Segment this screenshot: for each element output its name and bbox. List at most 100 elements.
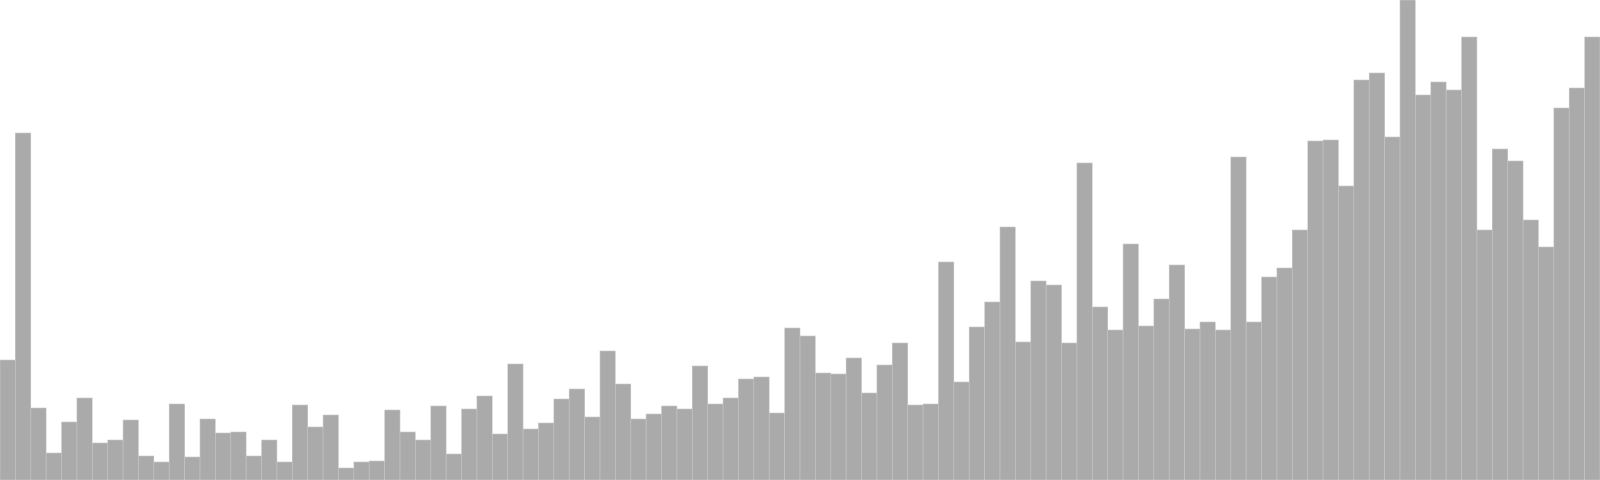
bar-14 — [200, 419, 215, 480]
bar-26 — [385, 410, 400, 480]
bar-95 — [1446, 90, 1461, 480]
bar-103 — [1569, 88, 1584, 480]
bar-3 — [31, 408, 46, 480]
bar-18 — [262, 440, 277, 480]
bar-102 — [1554, 108, 1569, 480]
bar-35 — [523, 429, 538, 480]
bar-20 — [292, 405, 307, 480]
bar-60 — [908, 405, 923, 480]
bar-25 — [369, 461, 384, 480]
bar-66 — [1000, 227, 1015, 480]
bar-44 — [662, 406, 677, 480]
bar-78 — [1185, 329, 1200, 480]
bar-37 — [554, 399, 569, 480]
bar-40 — [600, 351, 615, 480]
bar-38 — [569, 389, 584, 480]
bar-100 — [1523, 220, 1538, 480]
bar-68 — [1031, 281, 1046, 480]
bar-80 — [1215, 330, 1230, 480]
bar-15 — [215, 433, 230, 480]
bar-72 — [1092, 307, 1107, 480]
bar-92 — [1400, 0, 1415, 480]
bar-79 — [1200, 322, 1215, 480]
bar-73 — [1108, 330, 1123, 480]
bar-89 — [1354, 80, 1369, 480]
bar-104 — [1585, 37, 1600, 480]
bar-13 — [185, 457, 200, 480]
bar-27 — [400, 432, 415, 480]
bar-90 — [1369, 73, 1384, 480]
bar-97 — [1477, 230, 1492, 480]
bar-41 — [615, 384, 630, 480]
bar-53 — [800, 336, 815, 480]
bar-75 — [1138, 326, 1153, 480]
bar-57 — [862, 393, 877, 480]
bar-39 — [585, 417, 600, 480]
bar-49 — [738, 379, 753, 480]
bar-28 — [415, 440, 430, 480]
bar-47 — [708, 404, 723, 480]
bar-4 — [46, 453, 61, 480]
bar-74 — [1123, 244, 1138, 480]
bar-7 — [92, 443, 107, 480]
bar-54 — [815, 373, 830, 480]
bar-34 — [508, 364, 523, 480]
bar-5 — [62, 422, 77, 480]
bar-58 — [877, 365, 892, 480]
bar-22 — [323, 415, 338, 480]
bar-19 — [277, 462, 292, 480]
bar-48 — [723, 398, 738, 480]
bar-63 — [954, 382, 969, 480]
bar-81 — [1231, 157, 1246, 480]
bar-30 — [446, 454, 461, 480]
bar-96 — [1462, 37, 1477, 480]
bar-1 — [0, 360, 15, 480]
bar-2 — [15, 133, 30, 480]
bar-88 — [1338, 186, 1353, 480]
bar-93 — [1415, 95, 1430, 480]
bar-55 — [831, 374, 846, 480]
bar-33 — [492, 434, 507, 480]
bar-50 — [754, 377, 769, 480]
bar-71 — [1077, 163, 1092, 480]
bar-85 — [1292, 230, 1307, 480]
bar-86 — [1308, 141, 1323, 480]
bar-23 — [338, 468, 353, 480]
bar-59 — [892, 343, 907, 480]
bar-43 — [646, 414, 661, 480]
bar-16 — [231, 432, 246, 480]
bar-94 — [1431, 82, 1446, 480]
bar-83 — [1262, 277, 1277, 480]
bar-11 — [154, 462, 169, 480]
bar-45 — [677, 409, 692, 480]
bar-61 — [923, 404, 938, 480]
bar-69 — [1046, 285, 1061, 480]
bar-67 — [1015, 342, 1030, 480]
bar-51 — [769, 413, 784, 480]
bar-56 — [846, 358, 861, 480]
bar-31 — [462, 409, 477, 480]
bar-77 — [1169, 265, 1184, 480]
bar-82 — [1246, 322, 1261, 480]
bar-10 — [138, 456, 153, 480]
bar-98 — [1492, 149, 1507, 480]
bar-42 — [631, 419, 646, 480]
bar-101 — [1538, 247, 1553, 480]
bar-32 — [477, 396, 492, 480]
bar-70 — [1062, 343, 1077, 480]
bar-8 — [108, 440, 123, 480]
bar-12 — [169, 404, 184, 480]
bar-84 — [1277, 268, 1292, 480]
bar-62 — [938, 262, 953, 480]
bar-91 — [1385, 137, 1400, 480]
bar-64 — [969, 327, 984, 480]
bar-21 — [308, 427, 323, 480]
bar-24 — [354, 462, 369, 480]
bar-9 — [123, 420, 138, 480]
bar-17 — [246, 456, 261, 480]
bar-36 — [538, 423, 553, 480]
bar-87 — [1323, 140, 1338, 480]
